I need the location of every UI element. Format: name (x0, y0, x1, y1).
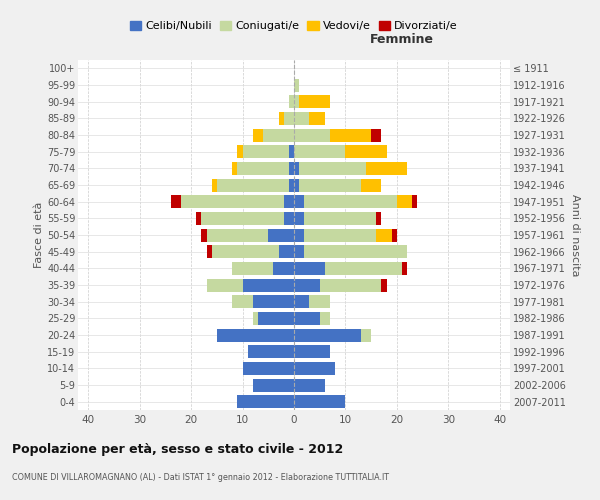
Text: Femmine: Femmine (370, 33, 434, 46)
Bar (253, 128, 263, 141)
Text: Popolazione per età, sesso e stato civile - 2012: Popolazione per età, sesso e stato civil… (12, 442, 343, 456)
Bar (242, 362, 294, 375)
Bar (330, 128, 371, 141)
Bar (242, 145, 289, 158)
Bar (181, 195, 284, 208)
Bar (232, 162, 238, 175)
Bar (382, 278, 386, 291)
Y-axis label: Fasce di età: Fasce di età (34, 202, 44, 268)
Bar (206, 245, 212, 258)
Bar (346, 145, 386, 158)
Bar (361, 328, 371, 342)
Bar (289, 178, 294, 192)
Bar (294, 395, 346, 408)
Bar (278, 245, 294, 258)
Bar (238, 162, 289, 175)
Bar (294, 195, 304, 208)
Bar (294, 345, 330, 358)
Bar (320, 278, 382, 291)
Bar (361, 178, 382, 192)
Bar (232, 262, 274, 275)
Bar (217, 328, 294, 342)
Bar (263, 128, 294, 141)
Bar (294, 145, 346, 158)
Bar (294, 295, 310, 308)
Bar (289, 145, 294, 158)
Bar (206, 278, 242, 291)
Bar (294, 112, 310, 125)
Bar (294, 212, 304, 225)
Bar (248, 345, 294, 358)
Bar (402, 262, 407, 275)
Bar (268, 228, 294, 241)
Bar (392, 228, 397, 241)
Bar (294, 378, 325, 392)
Bar (294, 78, 299, 92)
Bar (294, 278, 320, 291)
Bar (310, 295, 330, 308)
Bar (294, 328, 361, 342)
Bar (289, 95, 294, 108)
Bar (294, 362, 335, 375)
Bar (294, 128, 330, 141)
Legend: Celibi/Nubili, Coniugati/e, Vedovi/e, Divorziati/e: Celibi/Nubili, Coniugati/e, Vedovi/e, Di… (126, 16, 462, 36)
Bar (376, 228, 392, 241)
Bar (294, 228, 304, 241)
Bar (294, 245, 304, 258)
Bar (294, 162, 299, 175)
Bar (294, 262, 325, 275)
Bar (376, 212, 382, 225)
Bar (217, 178, 289, 192)
Bar (412, 195, 418, 208)
Bar (294, 95, 299, 108)
Bar (284, 112, 294, 125)
Bar (371, 128, 382, 141)
Bar (206, 228, 268, 241)
Bar (304, 212, 376, 225)
Bar (238, 145, 242, 158)
Bar (253, 312, 258, 325)
Bar (320, 312, 330, 325)
Bar (202, 228, 206, 241)
Bar (304, 195, 397, 208)
Bar (284, 212, 294, 225)
Bar (212, 178, 217, 192)
Bar (294, 312, 320, 325)
Bar (232, 295, 253, 308)
Text: COMUNE DI VILLAROMAGNANO (AL) - Dati ISTAT 1° gennaio 2012 - Elaborazione TUTTIT: COMUNE DI VILLAROMAGNANO (AL) - Dati IST… (12, 472, 389, 482)
Bar (299, 178, 361, 192)
Bar (278, 112, 284, 125)
Bar (202, 212, 284, 225)
Bar (304, 228, 376, 241)
Bar (253, 295, 294, 308)
Bar (325, 262, 402, 275)
Bar (274, 262, 294, 275)
Bar (253, 378, 294, 392)
Bar (397, 195, 412, 208)
Bar (289, 162, 294, 175)
Bar (294, 178, 299, 192)
Bar (366, 162, 407, 175)
Bar (170, 195, 181, 208)
Bar (242, 278, 294, 291)
Y-axis label: Anni di nascita: Anni di nascita (569, 194, 580, 276)
Bar (258, 312, 294, 325)
Bar (196, 212, 202, 225)
Bar (299, 162, 366, 175)
Bar (310, 112, 325, 125)
Bar (299, 95, 330, 108)
Bar (304, 245, 407, 258)
Bar (238, 395, 294, 408)
Bar (212, 245, 278, 258)
Bar (284, 195, 294, 208)
